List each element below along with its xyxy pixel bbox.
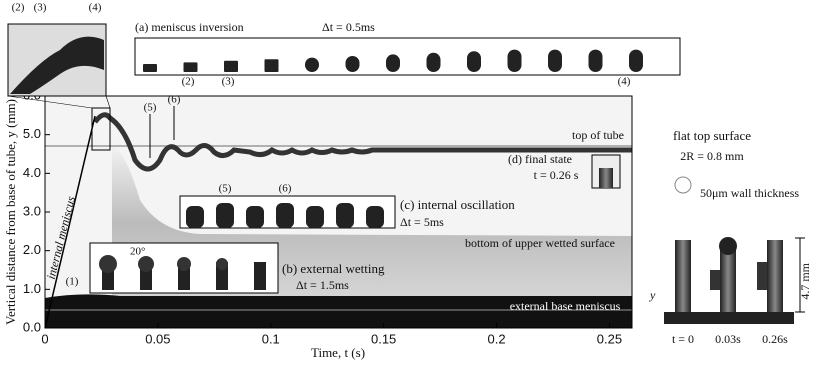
meniscus-trace bbox=[93, 112, 632, 172]
tube bbox=[675, 240, 691, 312]
x-tick-label: 0.05 bbox=[145, 331, 170, 346]
base-band bbox=[45, 294, 632, 328]
inset-title: (d) final state bbox=[508, 152, 572, 166]
frame bbox=[216, 258, 228, 270]
zoom-source bbox=[91, 107, 111, 151]
y-tick-label: 1.0 bbox=[23, 281, 41, 296]
annotation: (5) bbox=[144, 102, 157, 114]
frame bbox=[99, 255, 117, 273]
frame bbox=[345, 56, 360, 72]
inset-title: (a) meniscus inversion bbox=[135, 20, 244, 34]
wetting bbox=[710, 270, 720, 290]
label: 20° bbox=[130, 246, 145, 258]
label: 4.7 mm bbox=[798, 262, 812, 299]
label: flat top surface bbox=[673, 128, 751, 143]
y-tick-label: 3.0 bbox=[23, 203, 41, 218]
frame bbox=[143, 64, 157, 72]
label: (3) bbox=[222, 76, 235, 88]
frame bbox=[467, 51, 481, 72]
annotation: top of tube bbox=[572, 128, 624, 142]
frame bbox=[305, 57, 319, 72]
rise-line bbox=[44, 115, 96, 329]
inset-dt: Δt = 1.5ms bbox=[296, 278, 349, 292]
inset-a-frames bbox=[143, 49, 643, 72]
frame bbox=[366, 206, 384, 228]
label: (2) bbox=[12, 2, 25, 14]
frame bbox=[386, 54, 400, 72]
inset-dt: Δt = 0.5ms bbox=[322, 20, 375, 34]
annotation: bottom of upper wetted surface bbox=[465, 236, 615, 250]
label: 50μm wall thickness bbox=[700, 186, 799, 200]
frame bbox=[254, 262, 266, 290]
y-tick-label: 4.0 bbox=[23, 165, 41, 180]
tube bbox=[599, 168, 613, 188]
ticks: 00.050.10.150.20.250.01.02.03.04.05.06.0 bbox=[23, 87, 622, 346]
label: (4) bbox=[618, 76, 631, 88]
frame bbox=[177, 257, 191, 271]
frame bbox=[224, 60, 238, 72]
frame bbox=[507, 49, 522, 72]
inset-b-frames bbox=[99, 255, 266, 290]
frame bbox=[138, 256, 154, 272]
inset-title: (c) internal oscillation bbox=[400, 197, 515, 212]
arrows bbox=[149, 106, 175, 158]
x-tick-label: 0.25 bbox=[597, 331, 622, 346]
zoom-trace bbox=[10, 36, 104, 94]
x-axis-label: Time, t (s) bbox=[311, 345, 365, 360]
annotation: (1) bbox=[66, 276, 79, 288]
y-axis-label: Vertical distance from base of tube, y (… bbox=[3, 99, 18, 325]
x-tick-label: 0.15 bbox=[371, 331, 396, 346]
base bbox=[664, 312, 794, 324]
label: y bbox=[649, 288, 656, 302]
annotation: (6) bbox=[168, 94, 181, 106]
wall-circle bbox=[674, 176, 692, 194]
inset-title: (b) external wetting bbox=[282, 261, 385, 276]
tube bbox=[767, 240, 783, 312]
x-tick-label: 0 bbox=[41, 331, 48, 346]
inset-dt: t = 0.26 s bbox=[534, 168, 579, 182]
frame bbox=[183, 62, 198, 72]
frame bbox=[186, 206, 204, 228]
label: (6) bbox=[279, 183, 292, 195]
label: 0.03s bbox=[715, 332, 741, 346]
tube-top bbox=[719, 237, 737, 255]
wetting bbox=[757, 262, 767, 290]
frame bbox=[588, 49, 603, 72]
frame bbox=[548, 49, 562, 72]
tube bbox=[720, 250, 736, 312]
label: (4) bbox=[89, 2, 102, 14]
frame bbox=[264, 59, 279, 72]
label: (2) bbox=[182, 76, 195, 88]
frame bbox=[216, 203, 234, 228]
label: (5) bbox=[219, 183, 232, 195]
frame bbox=[306, 206, 324, 228]
zoom-connectors bbox=[7, 95, 111, 109]
y-tick-label: 2.0 bbox=[23, 242, 41, 257]
label: 2R = 0.8 mm bbox=[680, 149, 744, 163]
y-tick-label: 5.0 bbox=[23, 126, 41, 141]
frame bbox=[336, 203, 354, 228]
frame bbox=[276, 203, 294, 228]
frame bbox=[426, 52, 441, 72]
height-bracket bbox=[795, 237, 805, 313]
inset-dt: Δt = 5ms bbox=[400, 215, 444, 229]
label: 0.26s bbox=[762, 332, 788, 346]
annotation: external base meniscus bbox=[510, 299, 621, 313]
frame bbox=[629, 49, 643, 72]
y-tick-label: 0.0 bbox=[23, 319, 41, 334]
label: (3) bbox=[34, 2, 47, 14]
x-tick-label: 0.1 bbox=[262, 331, 280, 346]
label: t = 0 bbox=[672, 332, 694, 346]
inset-c-frames bbox=[186, 203, 384, 228]
frame bbox=[246, 206, 264, 228]
x-tick-label: 0.2 bbox=[487, 331, 505, 346]
